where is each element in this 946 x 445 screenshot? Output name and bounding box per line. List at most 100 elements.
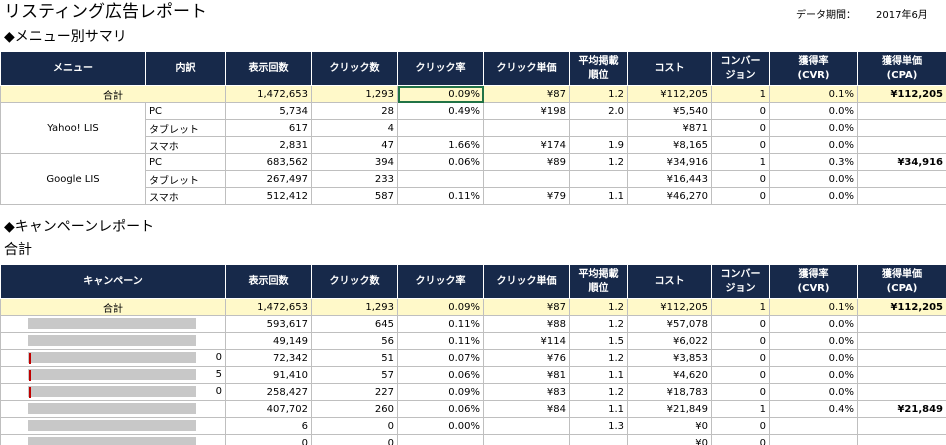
cell-cost[interactable]: ¥112,205 [627, 298, 712, 316]
cell-campaign-name-redacted[interactable]: 0 [0, 383, 226, 401]
cell-clicks[interactable]: 57 [311, 366, 398, 384]
cell-impressions[interactable]: 6 [225, 417, 312, 435]
cell-conv[interactable]: 0 [711, 366, 770, 384]
cell-breakdown[interactable]: PC [145, 102, 226, 120]
cell-avg-pos[interactable]: 1.9 [569, 136, 628, 154]
cell-cpc[interactable]: ¥198 [483, 102, 570, 120]
cell-clicks[interactable]: 1,293 [311, 298, 398, 316]
cell-avg-pos[interactable]: 1.2 [569, 85, 628, 103]
cell-clicks[interactable]: 645 [311, 315, 398, 333]
cell-cost[interactable]: ¥8,165 [627, 136, 712, 154]
cell-cpc[interactable]: ¥87 [483, 298, 570, 316]
cell-avg-pos[interactable]: 1.1 [569, 187, 628, 205]
cell-conv[interactable]: 1 [711, 153, 770, 171]
cell-cost[interactable]: ¥3,853 [627, 349, 712, 367]
cell-ctr[interactable]: 0.11% [397, 332, 484, 350]
cell-impressions[interactable]: 1,472,653 [225, 85, 312, 103]
cell-impressions[interactable]: 683,562 [225, 153, 312, 171]
cell-cpa[interactable] [857, 383, 946, 401]
cell-conv[interactable]: 0 [711, 332, 770, 350]
period-label[interactable]: データ期間： [796, 10, 856, 21]
cell-cvr[interactable]: 0.0% [769, 383, 858, 401]
cell-cpa[interactable] [857, 170, 946, 188]
cell-cost[interactable]: ¥0 [627, 417, 712, 435]
cell-menu-yahoo[interactable]: Yahoo! LIS [0, 102, 146, 154]
report-title[interactable]: リスティング広告レポート [4, 2, 207, 22]
col-conv[interactable]: コンバー ジョン [711, 264, 770, 299]
cell-cost[interactable]: ¥112,205 [627, 85, 712, 103]
cell-cvr[interactable]: 0.3% [769, 153, 858, 171]
cell-cost[interactable]: ¥34,916 [627, 153, 712, 171]
cell-cvr[interactable] [769, 434, 858, 445]
cell-campaign-name-redacted[interactable] [0, 315, 226, 333]
cell-cpc[interactable]: ¥79 [483, 187, 570, 205]
cell-conv[interactable]: 0 [711, 349, 770, 367]
col-cvr[interactable]: 獲得率 (CVR) [769, 264, 858, 299]
cell-cpa[interactable] [857, 366, 946, 384]
cell-impressions[interactable]: 2,831 [225, 136, 312, 154]
menu-summary-title[interactable]: ◆メニュー別サマリ [4, 29, 127, 45]
cell-clicks[interactable]: 0 [311, 434, 398, 445]
col-cost[interactable]: コスト [627, 264, 712, 299]
cell-clicks[interactable]: 56 [311, 332, 398, 350]
cell-avg-pos[interactable]: 1.2 [569, 383, 628, 401]
cell-cpc[interactable]: ¥83 [483, 383, 570, 401]
cell-cvr[interactable]: 0.1% [769, 85, 858, 103]
cell-cpc[interactable]: ¥76 [483, 349, 570, 367]
cell-clicks[interactable]: 51 [311, 349, 398, 367]
period-value[interactable]: 2017年6月 [876, 10, 928, 21]
cell-avg-pos[interactable] [569, 434, 628, 445]
cell-ctr[interactable]: 0.49% [397, 102, 484, 120]
cell-total-label[interactable]: 合計 [0, 298, 226, 316]
cell-total-label[interactable]: 合計 [0, 85, 226, 103]
cell-cpa[interactable]: ¥112,205 [857, 85, 946, 103]
cell-impressions[interactable]: 72,342 [225, 349, 312, 367]
cell-cost[interactable]: ¥4,620 [627, 366, 712, 384]
cell-cvr[interactable]: 0.4% [769, 400, 858, 418]
cell-campaign-name-redacted[interactable]: 0 [0, 349, 226, 367]
col-impressions[interactable]: 表示回数 [225, 264, 312, 299]
cell-avg-pos[interactable]: 1.5 [569, 332, 628, 350]
cell-cost[interactable]: ¥46,270 [627, 187, 712, 205]
col-campaign[interactable]: キャンペーン [0, 264, 226, 299]
cell-cpc[interactable]: ¥174 [483, 136, 570, 154]
cell-menu-google[interactable]: Google LIS [0, 153, 146, 205]
cell-avg-pos[interactable] [569, 119, 628, 137]
cell-cvr[interactable] [769, 417, 858, 435]
cell-conv[interactable]: 0 [711, 417, 770, 435]
cell-clicks[interactable]: 227 [311, 383, 398, 401]
cell-campaign-name-redacted[interactable] [0, 332, 226, 350]
cell-cost[interactable]: ¥871 [627, 119, 712, 137]
cell-conv[interactable]: 0 [711, 187, 770, 205]
cell-cost[interactable]: ¥57,078 [627, 315, 712, 333]
cell-impressions[interactable]: 258,427 [225, 383, 312, 401]
cell-impressions[interactable]: 593,617 [225, 315, 312, 333]
cell-ctr[interactable]: 0.07% [397, 349, 484, 367]
cell-clicks[interactable]: 47 [311, 136, 398, 154]
cell-impressions[interactable]: 1,472,653 [225, 298, 312, 316]
cell-cost[interactable]: ¥16,443 [627, 170, 712, 188]
cell-cost[interactable]: ¥18,783 [627, 383, 712, 401]
cell-ctr-selected[interactable]: 0.09% [397, 85, 484, 103]
cell-breakdown[interactable]: PC [145, 153, 226, 171]
cell-cpc[interactable] [483, 434, 570, 445]
cell-cost[interactable]: ¥0 [627, 434, 712, 445]
cell-clicks[interactable]: 0 [311, 417, 398, 435]
cell-avg-pos[interactable]: 1.2 [569, 298, 628, 316]
cell-avg-pos[interactable]: 1.2 [569, 315, 628, 333]
cell-ctr[interactable]: 0.11% [397, 315, 484, 333]
cell-breakdown[interactable]: スマホ [145, 136, 226, 154]
cell-conv[interactable]: 0 [711, 119, 770, 137]
cell-cvr[interactable]: 0.0% [769, 332, 858, 350]
cell-cpa[interactable] [857, 332, 946, 350]
cell-cpc[interactable]: ¥114 [483, 332, 570, 350]
cell-ctr[interactable]: 1.66% [397, 136, 484, 154]
cell-conv[interactable]: 0 [711, 170, 770, 188]
cell-cpa[interactable] [857, 136, 946, 154]
cell-conv[interactable]: 0 [711, 383, 770, 401]
col-ctr[interactable]: クリック率 [397, 264, 484, 299]
cell-cvr[interactable]: 0.0% [769, 349, 858, 367]
cell-cvr[interactable]: 0.0% [769, 315, 858, 333]
cell-clicks[interactable]: 260 [311, 400, 398, 418]
col-cpc[interactable]: クリック単価 [483, 51, 570, 86]
